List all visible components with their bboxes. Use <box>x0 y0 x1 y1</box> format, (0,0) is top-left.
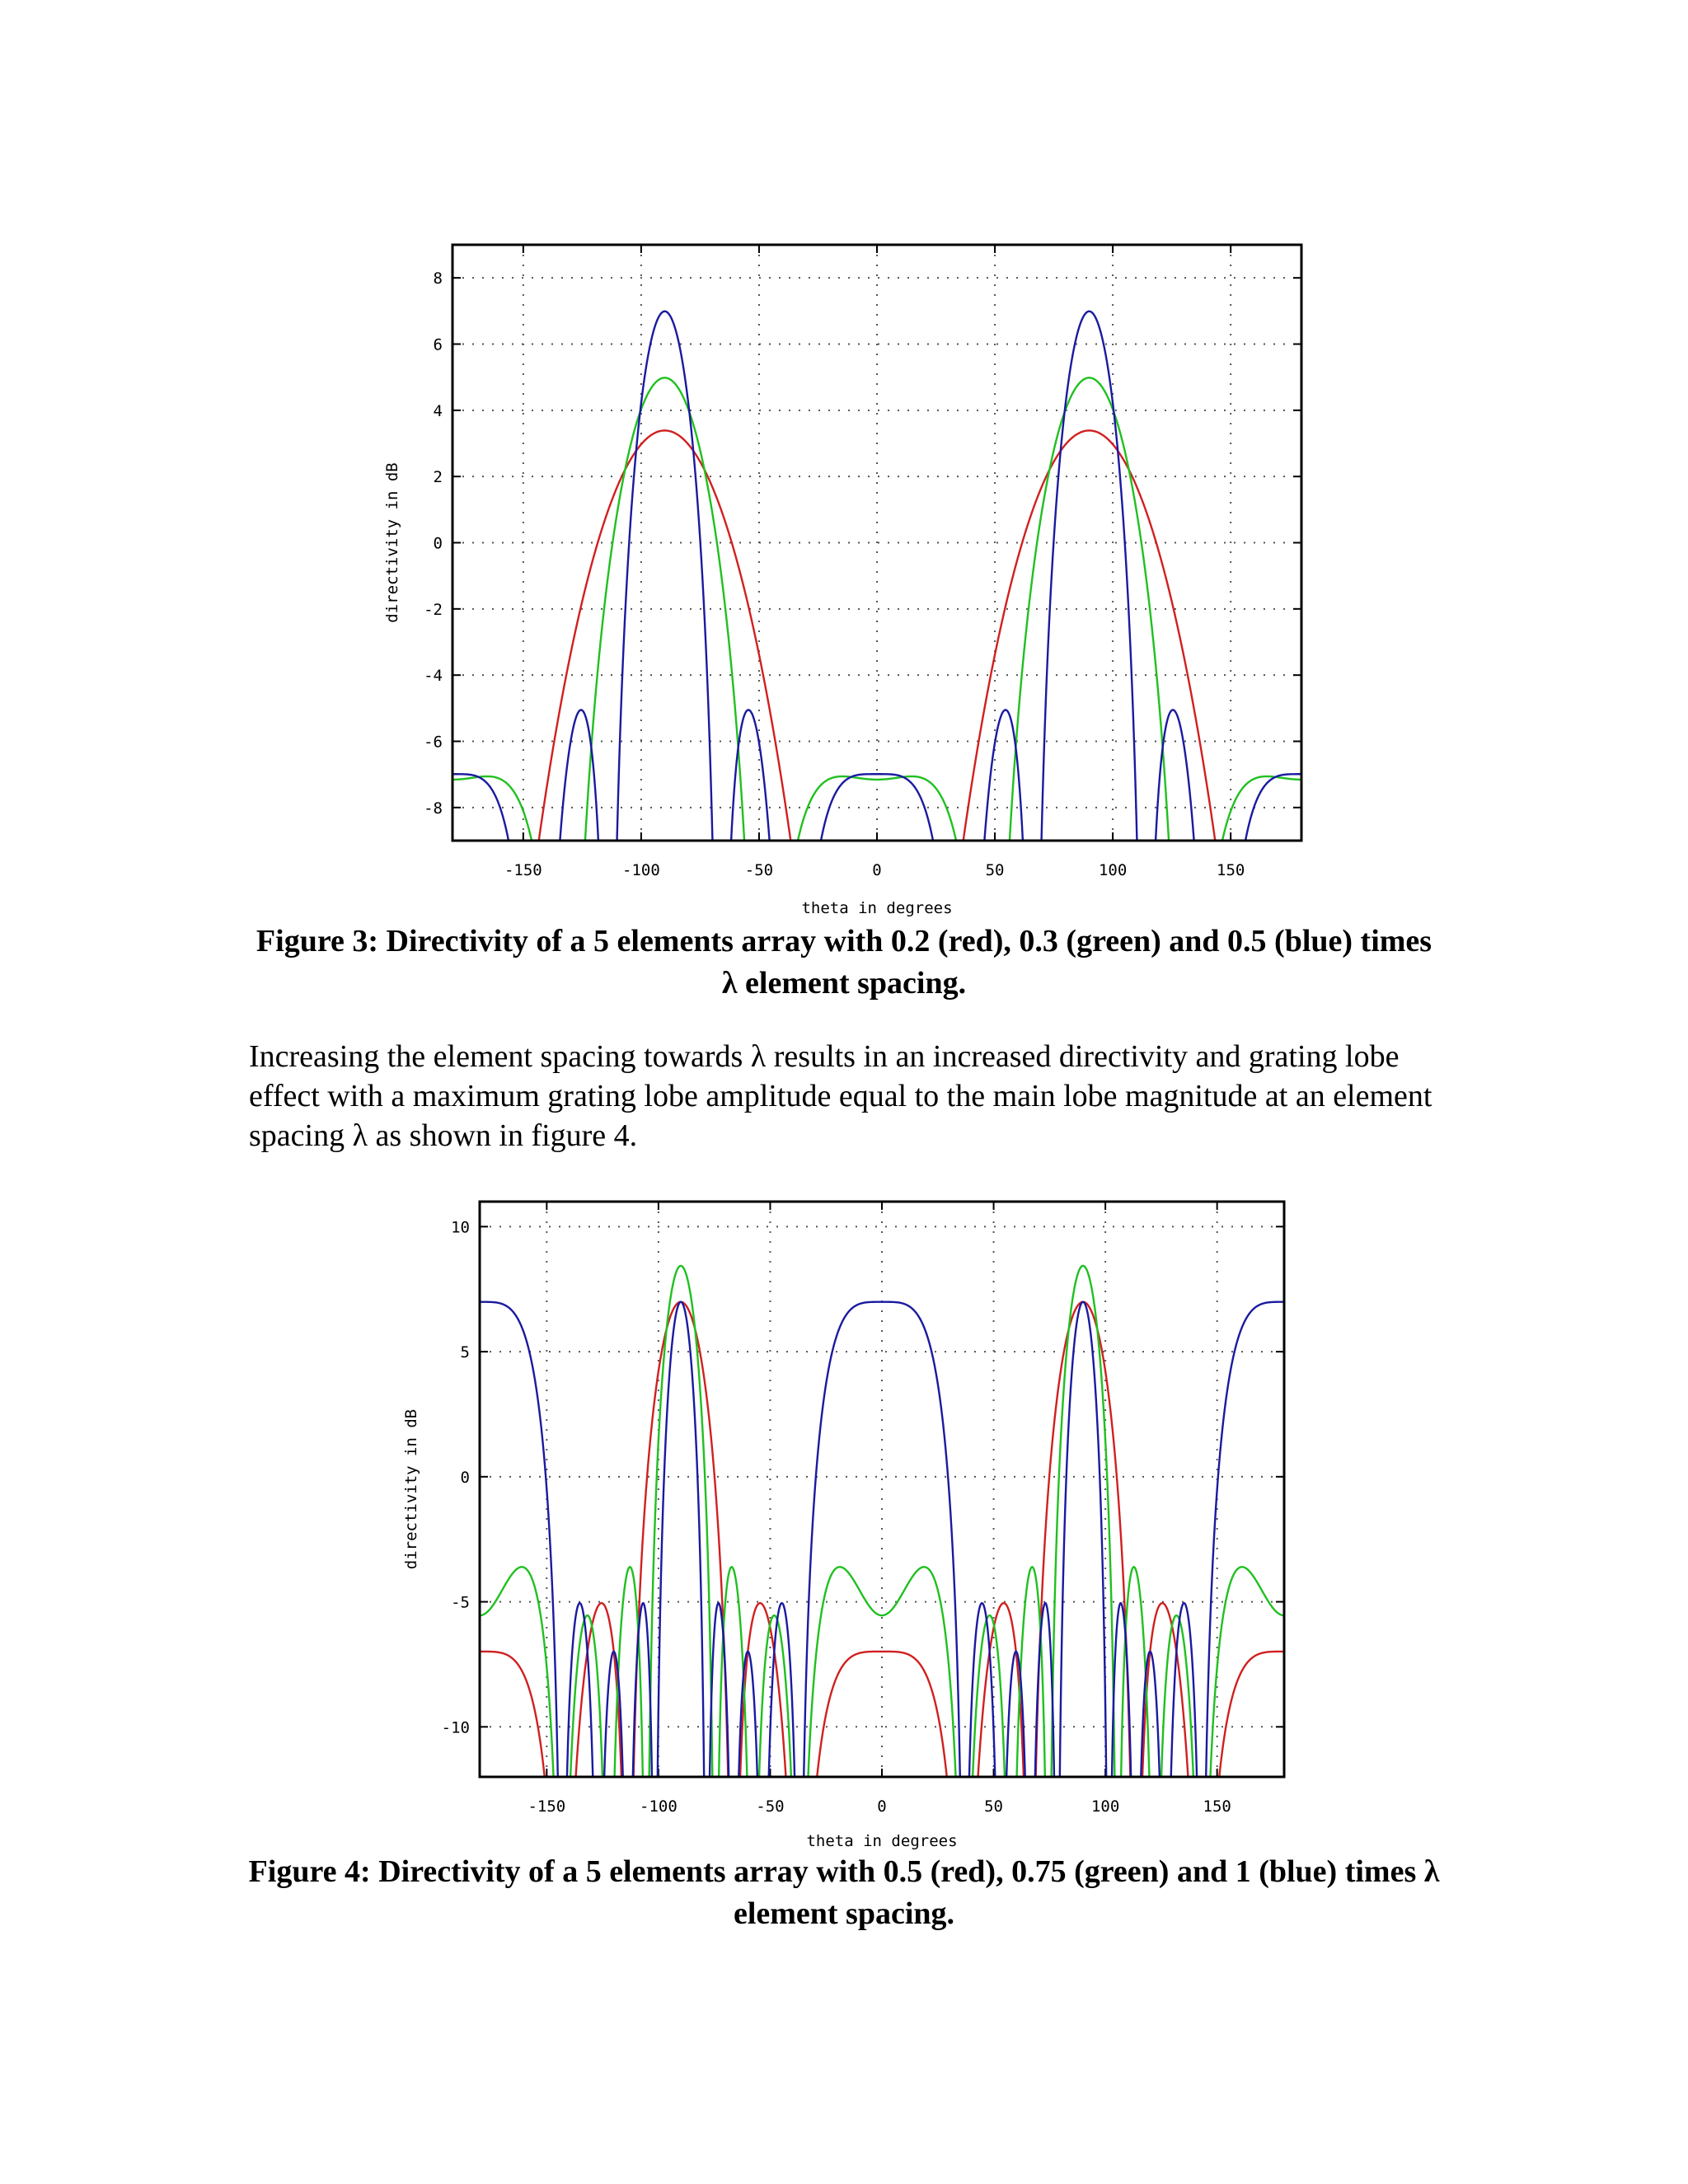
x-tick-label: -100 <box>622 861 660 879</box>
y-axis-label: directivity in dB <box>402 1409 420 1569</box>
series-line-2 <box>480 1301 1284 1777</box>
figure-3-caption: Figure 3: Directivity of a 5 elements ar… <box>256 924 1432 1001</box>
y-tick-label: 5 <box>461 1343 470 1361</box>
x-tick-label: -50 <box>756 1797 784 1816</box>
x-tick-label: 150 <box>1203 1797 1231 1816</box>
x-tick-label: 100 <box>1091 1797 1119 1816</box>
series-line-0 <box>537 429 1217 841</box>
x-tick-label: 50 <box>984 1797 1003 1816</box>
x-tick-label: 0 <box>877 1797 886 1816</box>
y-tick-label: 4 <box>434 402 443 420</box>
series-line-2 <box>452 310 1301 841</box>
y-tick-label: -8 <box>424 799 443 818</box>
plot-frame <box>478 1200 1286 1779</box>
y-tick-label: 2 <box>434 468 443 486</box>
x-tick-label: -100 <box>640 1797 678 1816</box>
figure-4-caption: Figure 4: Directivity of a 5 elements ar… <box>248 1854 1440 1931</box>
y-tick-label: 0 <box>434 535 443 553</box>
x-tick-label: 150 <box>1217 861 1245 879</box>
body-paragraph: Increasing the element spacing towards λ… <box>249 1039 1432 1153</box>
x-tick-label: -50 <box>745 861 773 879</box>
figure-3-plot: -150 -100 -50 0 50 100 150 -8 -6 -4 -2 0 2 4 6 8 theta i… <box>383 243 1303 917</box>
x-tick-label: -150 <box>528 1797 565 1816</box>
series-line-1 <box>480 1264 1284 1777</box>
y-tick-label: 0 <box>461 1469 470 1487</box>
plot-frame <box>451 243 1303 842</box>
series-line-1 <box>452 377 1301 841</box>
x-axis-label: theta in degrees <box>801 899 952 917</box>
y-tick-label: -10 <box>442 1718 470 1736</box>
y-tick-label: 8 <box>434 269 443 288</box>
y-tick-label: -5 <box>451 1594 470 1612</box>
y-tick-label: 10 <box>451 1218 470 1236</box>
x-tick-label: 0 <box>872 861 881 879</box>
x-tick-label: 50 <box>986 861 1005 879</box>
y-axis-label: directivity in dB <box>383 462 401 622</box>
y-tick-label: -4 <box>424 667 443 685</box>
y-tick-label: -6 <box>424 733 443 752</box>
x-tick-label: -150 <box>504 861 542 879</box>
x-tick-label: 100 <box>1099 861 1127 879</box>
x-axis-label: theta in degrees <box>806 1832 957 1850</box>
y-tick-label: 6 <box>434 336 443 354</box>
y-tick-label: -2 <box>424 601 443 619</box>
